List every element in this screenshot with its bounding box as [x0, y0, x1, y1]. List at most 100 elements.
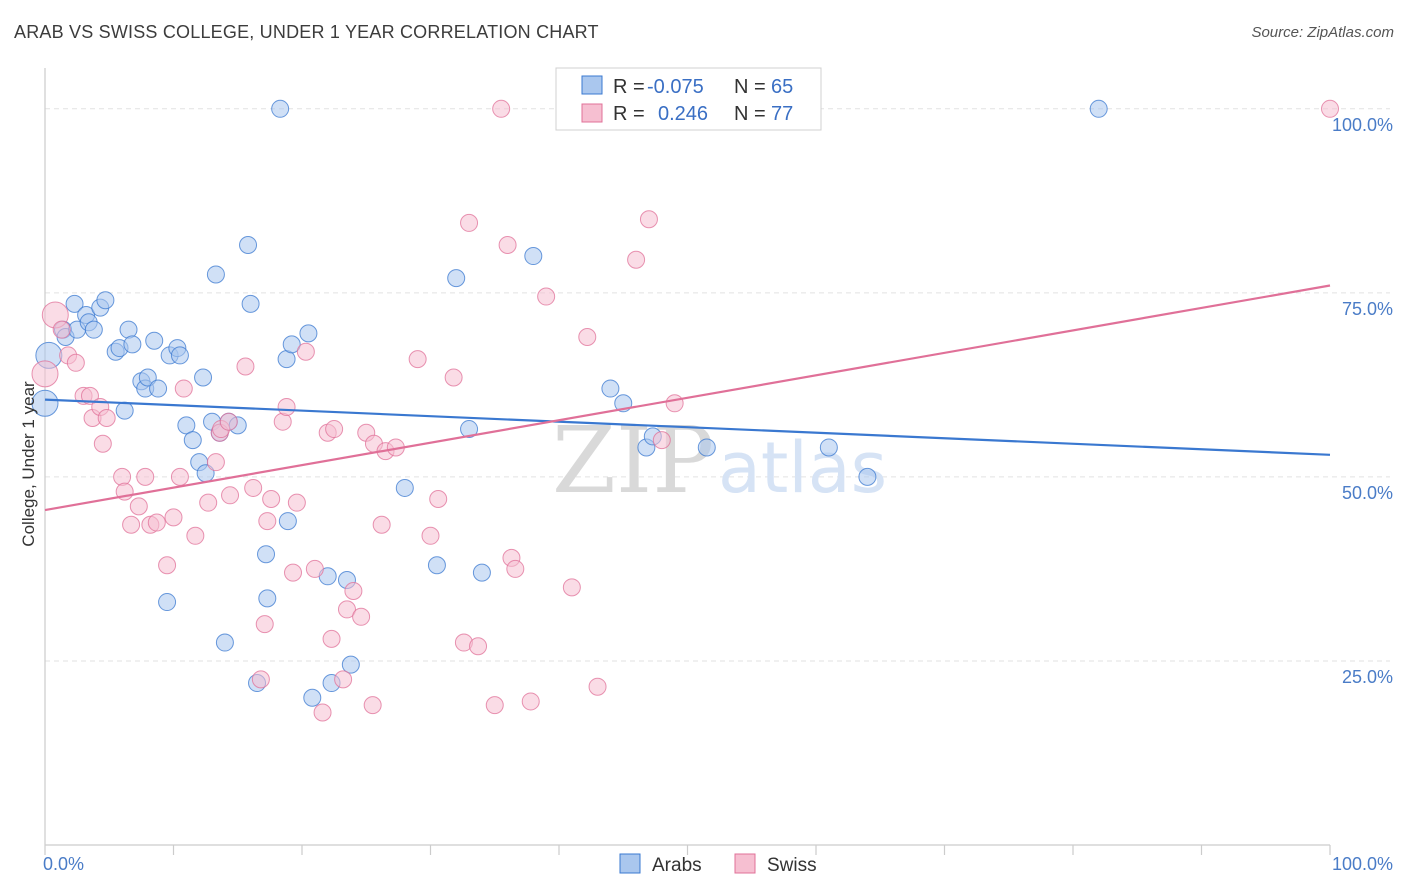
swiss-point-21	[174, 379, 193, 398]
bottom-legend-swiss-swatch	[734, 853, 756, 874]
swiss-point-9	[97, 409, 116, 428]
swiss-point-31	[251, 670, 270, 689]
swiss-point-30	[244, 478, 263, 497]
arabs-point-33	[215, 633, 234, 652]
swiss-point-61	[469, 637, 488, 656]
swiss-point-6	[80, 386, 99, 405]
swiss-point-41	[313, 703, 332, 722]
arabs-point-0	[31, 389, 59, 417]
swiss-point-75	[665, 394, 684, 413]
swiss-point-48	[352, 607, 371, 626]
legend-arabs-swatch	[581, 75, 603, 95]
swiss-point-39	[296, 342, 315, 361]
arabs-point-40	[258, 589, 277, 608]
swiss-point-58	[444, 368, 463, 387]
arabs-point-44	[282, 335, 301, 354]
swiss-point-27	[219, 412, 238, 431]
swiss-point-66	[506, 559, 525, 578]
arabs-point-43	[278, 512, 297, 531]
swiss-point-71	[588, 677, 607, 696]
arabs-point-51	[395, 478, 414, 497]
swiss-point-43	[322, 629, 341, 648]
swiss-point-22	[186, 526, 205, 545]
arabs-point-50	[341, 655, 360, 674]
legend-swiss-r-label: R =	[613, 103, 645, 125]
swiss-point-2	[52, 320, 71, 339]
legend-swiss-swatch	[581, 103, 603, 123]
swiss-point-40	[305, 559, 324, 578]
bottom-legend-swiss-label: Swiss	[767, 855, 817, 876]
arabs-point-56	[524, 247, 543, 266]
swiss-point-57	[429, 489, 448, 508]
swiss-point-60	[460, 213, 479, 232]
swiss-point-24	[206, 453, 225, 472]
watermark-atlas: atlas	[718, 427, 887, 509]
swiss-point-76	[1321, 99, 1339, 118]
tick-labels: 100.0% 75.0% 50.0% 25.0% 0.0% 100.0%	[43, 115, 1393, 874]
y-tick-label-1: 75.0%	[1342, 299, 1393, 319]
legend-swiss-n-value: 77	[771, 103, 793, 125]
swiss-point-14	[129, 497, 148, 516]
swiss-point-17	[147, 513, 166, 532]
swiss-point-55	[408, 350, 427, 369]
arabs-point-26	[183, 431, 202, 450]
swiss-point-62	[485, 696, 504, 715]
arabs-point-4	[65, 294, 84, 313]
arabs-point-62	[819, 438, 838, 457]
arabs-point-53	[447, 269, 466, 288]
legend-arabs-n-value: 65	[771, 76, 793, 98]
swiss-point-13	[122, 515, 141, 534]
swiss-point-70	[578, 328, 597, 347]
arabs-point-8	[84, 320, 103, 339]
bottom-legend-arabs-label: Arabs	[652, 855, 702, 876]
y-tick-label-3: 25.0%	[1342, 667, 1393, 687]
arabs-point-14	[119, 320, 138, 339]
arabs-point-39	[257, 545, 276, 564]
arabs-point-46	[303, 688, 322, 707]
trend-lines	[44, 284, 1331, 512]
swiss-point-56	[421, 526, 440, 545]
legend-swiss-r-value: 0.246	[658, 103, 708, 125]
arabs-point-63	[858, 467, 877, 486]
swiss-point-18	[158, 556, 177, 575]
arabs-point-57	[601, 379, 620, 398]
arabs-point-28	[194, 368, 213, 387]
bottom-legend: Arabs Swiss	[619, 853, 817, 876]
swiss-point-72	[627, 250, 646, 269]
arabs-point-31	[206, 265, 225, 284]
arabs-point-52	[427, 556, 446, 575]
arabs-point-20	[149, 379, 168, 398]
swiss-point-50	[363, 696, 382, 715]
swiss-point-63	[492, 99, 511, 118]
arabs-point-15	[123, 335, 142, 354]
swiss-point-11	[113, 467, 132, 486]
swiss-point-44	[325, 420, 344, 439]
legend-box: R = -0.075 N = 65 R = 0.246 N = 77	[555, 67, 822, 131]
swiss-point-46	[337, 600, 356, 619]
legend-arabs-r-value: -0.075	[647, 76, 704, 98]
swiss-point-20	[170, 467, 189, 486]
swiss-point-32	[255, 615, 274, 634]
arabs-point-64	[1089, 99, 1108, 118]
data-points	[31, 99, 1339, 722]
swiss-point-15	[136, 467, 155, 486]
swiss-point-35	[273, 412, 292, 431]
arabs-point-36	[239, 236, 258, 255]
swiss-point-28	[221, 486, 240, 505]
y-tick-label-2: 50.0%	[1342, 483, 1393, 503]
arabs-point-24	[170, 346, 189, 365]
swiss-point-52	[372, 515, 391, 534]
swiss-point-0	[31, 360, 59, 388]
swiss-point-47	[344, 582, 363, 601]
arabs-point-19	[145, 331, 164, 350]
swiss-point-73	[639, 210, 658, 229]
swiss-point-69	[562, 578, 581, 597]
chart-title: ARAB VS SWISS COLLEGE, UNDER 1 YEAR CORR…	[14, 22, 599, 42]
legend-arabs-n-label: N =	[734, 76, 766, 98]
grid-lines	[45, 108, 1390, 662]
swiss-point-37	[284, 563, 303, 582]
swiss-point-29	[236, 357, 255, 376]
chart-source: Source: ZipAtlas.com	[1251, 24, 1394, 41]
arabs-point-55	[472, 563, 491, 582]
